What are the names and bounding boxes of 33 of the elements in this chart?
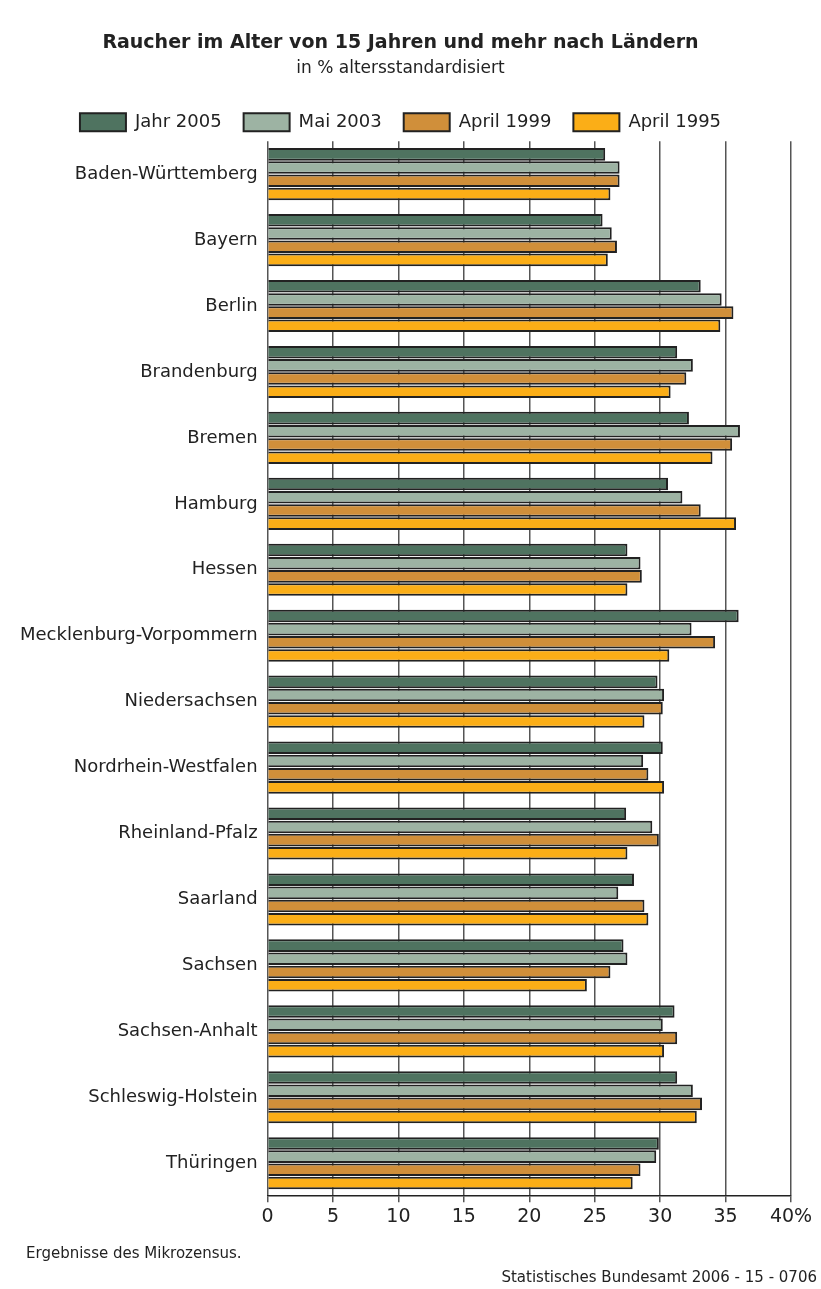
- y-tick-label: Rheinland-Pfalz: [118, 821, 258, 843]
- y-tick-label: Brandenburg: [140, 359, 258, 381]
- x-tick-label: 30: [648, 1203, 673, 1226]
- x-tick-label: 10: [386, 1203, 411, 1226]
- text: Statistisches Bundesamt 2006 - 15 - 0706: [501, 1268, 817, 1286]
- y-tick-label: Berlin: [205, 293, 258, 315]
- y-tick-label: Saarland: [177, 887, 258, 909]
- legend-label: Jahr 2005: [133, 109, 222, 131]
- legend-label: April 1995: [628, 109, 722, 131]
- y-tick-label: Bayern: [193, 227, 258, 249]
- chart-subtitle: in % altersstandardisiert: [296, 57, 506, 78]
- chart-title: Raucher im Alter von 15 Jahren und mehr nach Ländern: [102, 30, 699, 53]
- x-tick-label: 25: [582, 1203, 607, 1226]
- x-tick-label: 20: [517, 1203, 542, 1226]
- y-tick-label: Bremen: [187, 425, 258, 447]
- x-tick-label: 0: [261, 1203, 274, 1226]
- y-tick-label: Sachsen-Anhalt: [117, 1019, 258, 1041]
- y-tick-label: Hamburg: [174, 491, 258, 513]
- legend-label: April 1999: [458, 109, 552, 131]
- y-tick-label: Schleswig-Holstein: [88, 1084, 258, 1106]
- y-tick-label: Nordrhein-Westfalen: [73, 755, 258, 777]
- x-tick-label: 15: [451, 1203, 476, 1226]
- y-tick-label: Sachsen: [181, 953, 258, 975]
- legend-label: Mai 2003: [298, 109, 382, 131]
- x-tick-label: 5: [326, 1203, 340, 1226]
- text: Ergebnisse des Mikrozensus.: [26, 1244, 242, 1262]
- y-tick-label: Hessen: [191, 557, 258, 579]
- y-tick-label: Thüringen: [165, 1150, 258, 1172]
- x-tick-label: 35: [713, 1203, 738, 1226]
- y-tick-label: Baden-Württemberg: [74, 161, 258, 183]
- y-tick-label: Niedersachsen: [124, 689, 258, 711]
- x-tick-label: 40%: [769, 1203, 813, 1226]
- y-tick-label: Mecklenburg-Vorpommern: [19, 623, 258, 645]
